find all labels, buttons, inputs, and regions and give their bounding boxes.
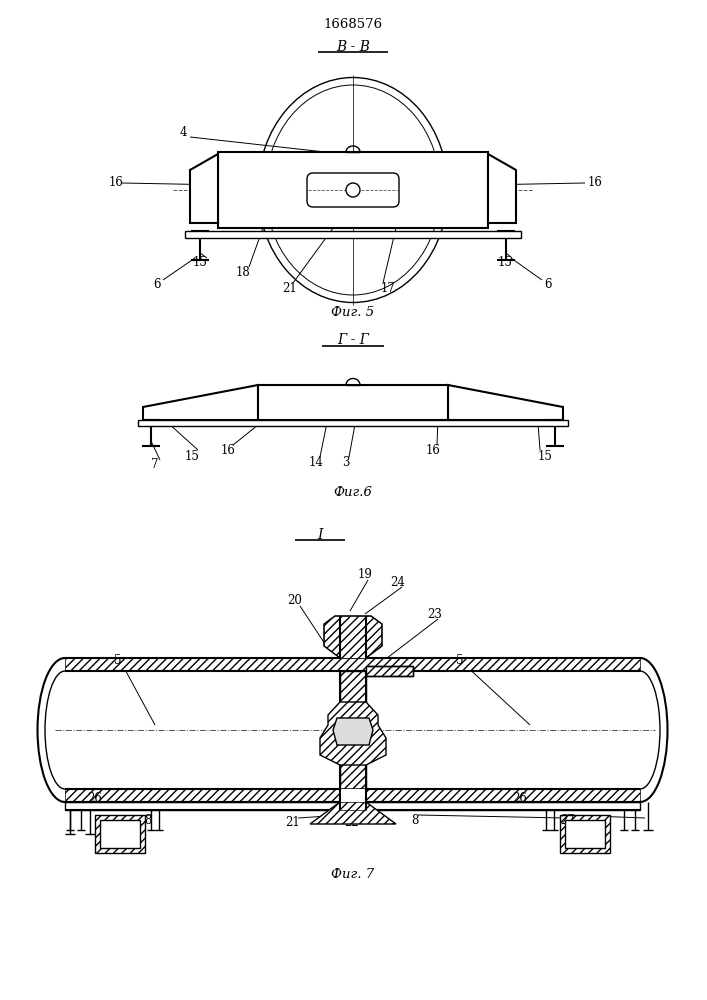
Text: 6: 6 (544, 278, 551, 292)
Text: 16: 16 (221, 444, 235, 456)
Bar (366, 666, 413, 676)
Text: 27: 27 (561, 814, 575, 826)
Text: 14: 14 (308, 456, 323, 468)
Text: 17: 17 (380, 282, 395, 294)
Text: 23: 23 (428, 608, 443, 621)
Bar (565, 820, 605, 848)
Polygon shape (190, 154, 218, 223)
Text: I: I (317, 528, 323, 542)
Text: 22: 22 (344, 816, 359, 830)
Text: 6: 6 (153, 278, 160, 292)
Text: 15: 15 (498, 256, 513, 269)
Bar (340, 671, 366, 789)
Text: 26: 26 (88, 792, 103, 804)
Text: В - В: В - В (336, 40, 370, 54)
Bar (65, 658, 640, 671)
Polygon shape (448, 385, 563, 420)
Text: Фиг.6: Фиг.6 (334, 486, 373, 498)
Polygon shape (333, 718, 373, 745)
Polygon shape (143, 385, 258, 420)
FancyBboxPatch shape (307, 173, 399, 207)
Polygon shape (488, 154, 516, 223)
Bar (65, 789, 640, 802)
Text: 5: 5 (456, 654, 464, 666)
Polygon shape (320, 702, 386, 765)
Text: 15: 15 (192, 256, 207, 269)
Text: 24: 24 (390, 576, 405, 588)
Text: 3: 3 (342, 456, 350, 468)
Text: 7: 7 (151, 458, 159, 472)
Text: Фиг. 7: Фиг. 7 (332, 868, 375, 882)
Text: 19: 19 (358, 568, 373, 582)
Bar (138, 420, 568, 426)
Bar (185, 231, 521, 238)
Text: Фиг. 5: Фиг. 5 (332, 306, 375, 320)
Text: 26: 26 (513, 792, 527, 804)
Text: 8: 8 (411, 814, 419, 826)
Bar (340, 616, 366, 658)
Bar (339, 789, 367, 802)
Polygon shape (310, 789, 396, 824)
Bar (95, 815, 145, 853)
Text: 1668576: 1668576 (323, 18, 382, 31)
Bar (65, 802, 640, 810)
Text: 21: 21 (286, 816, 300, 830)
Text: 21: 21 (283, 282, 298, 294)
Bar (340, 802, 366, 810)
Text: 4: 4 (180, 125, 187, 138)
Text: 15: 15 (185, 450, 199, 462)
Bar (560, 815, 610, 853)
Bar (258, 385, 448, 420)
Text: 16: 16 (426, 444, 440, 456)
Polygon shape (324, 616, 382, 658)
Text: Г - Г: Г - Г (337, 333, 369, 347)
Text: 16: 16 (109, 176, 124, 190)
Circle shape (346, 183, 360, 197)
Bar (100, 820, 140, 848)
Text: 15: 15 (537, 450, 552, 462)
Text: 5: 5 (115, 654, 122, 666)
Text: 16: 16 (588, 176, 602, 190)
Text: 18: 18 (235, 265, 250, 278)
Text: 8: 8 (144, 814, 152, 826)
Bar (218, 152, 488, 228)
Text: 20: 20 (288, 593, 303, 606)
